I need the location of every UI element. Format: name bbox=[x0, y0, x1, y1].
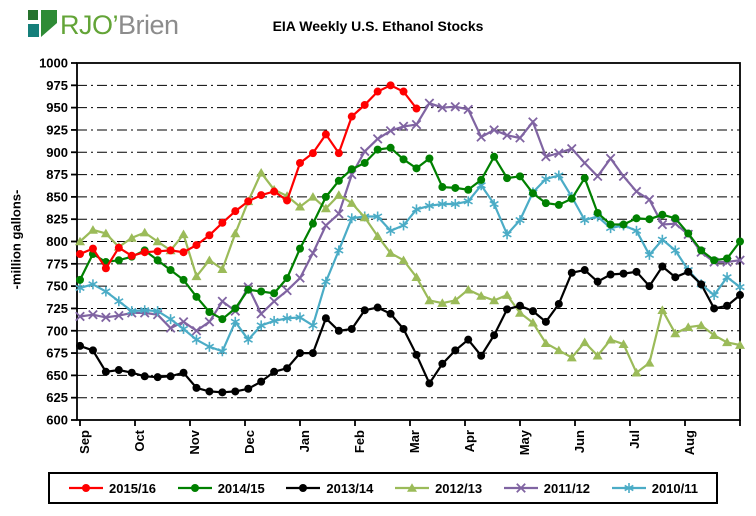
legend-marker-2015-16 bbox=[69, 484, 103, 492]
logo-text-secondary: Brien bbox=[118, 10, 179, 40]
svg-text:Feb: Feb bbox=[352, 430, 367, 453]
legend-item-2012-13: 2012/13 bbox=[394, 481, 482, 496]
svg-text:900: 900 bbox=[46, 145, 68, 160]
svg-text:Sep: Sep bbox=[77, 430, 92, 454]
legend-label: 2011/12 bbox=[543, 480, 591, 496]
series-2015/16 bbox=[76, 81, 421, 273]
legend-marker-2010-11 bbox=[611, 483, 646, 493]
svg-text:625: 625 bbox=[46, 390, 68, 405]
svg-text:875: 875 bbox=[46, 167, 68, 182]
legend-marker-2012-13 bbox=[395, 483, 430, 492]
legend-item-2010-11: 2010/11 bbox=[611, 481, 698, 496]
series-2013/14 bbox=[76, 262, 744, 397]
svg-text:May: May bbox=[517, 429, 532, 455]
legend-marker-2014-15 bbox=[177, 484, 212, 492]
svg-text:750: 750 bbox=[46, 279, 68, 294]
legend-label: 2010/11 bbox=[651, 480, 698, 496]
chart-title: EIA Weekly U.S. Ethanol Stocks bbox=[272, 18, 484, 34]
chart-plot-area: 600 625 650 675 700 725 750 775 800 825 850 875 900 9… bbox=[39, 56, 745, 455]
svg-text:775: 775 bbox=[46, 256, 68, 271]
chart-legend: 2015/16 2014/15 2013/14 2012/13 2011/12 … bbox=[48, 472, 718, 504]
legend-item-2011-12: 2011/12 bbox=[503, 481, 590, 496]
svg-text:650: 650 bbox=[46, 368, 68, 383]
legend-label: 2013/14 bbox=[326, 480, 374, 496]
svg-text:925: 925 bbox=[46, 122, 68, 137]
legend-label: 2014/15 bbox=[217, 480, 265, 496]
svg-text:Oct: Oct bbox=[132, 429, 147, 451]
svg-text:950: 950 bbox=[46, 100, 68, 115]
svg-text:Dec: Dec bbox=[242, 430, 257, 454]
legend-label: 2015/16 bbox=[109, 480, 156, 496]
svg-text:725: 725 bbox=[46, 301, 68, 316]
svg-text:800: 800 bbox=[46, 234, 68, 249]
svg-text:675: 675 bbox=[46, 346, 68, 361]
svg-text:1000: 1000 bbox=[39, 56, 68, 71]
svg-text:Jan: Jan bbox=[297, 430, 312, 452]
legend-label: 2012/13 bbox=[435, 480, 483, 496]
svg-text:700: 700 bbox=[46, 323, 68, 338]
svg-text:975: 975 bbox=[46, 78, 68, 93]
series-2014/15 bbox=[76, 143, 744, 324]
legend-marker-2011-12 bbox=[503, 483, 538, 493]
svg-text:Jun: Jun bbox=[572, 430, 587, 453]
legend-item-2013-14: 2013/14 bbox=[285, 481, 373, 496]
svg-text:600: 600 bbox=[46, 413, 68, 428]
legend-item-2015-16: 2015/16 bbox=[68, 481, 156, 496]
svg-text:Nov: Nov bbox=[187, 429, 202, 454]
logo-text-primary: RJO’ bbox=[60, 10, 119, 40]
series-2012/13 bbox=[75, 167, 745, 377]
rjobrien-logo-icon bbox=[28, 10, 57, 37]
rjobrien-logo: RJO’Brien bbox=[28, 10, 179, 41]
svg-text:Apr: Apr bbox=[462, 430, 477, 452]
svg-text:Mar: Mar bbox=[407, 430, 422, 453]
svg-text:Aug: Aug bbox=[682, 430, 697, 455]
svg-text:825: 825 bbox=[46, 212, 68, 227]
legend-item-2014-15: 2014/15 bbox=[177, 481, 265, 496]
legend-marker-2013-14 bbox=[286, 484, 321, 492]
rjobrien-logo-text: RJO’Brien bbox=[60, 10, 179, 41]
svg-text:Jul: Jul bbox=[627, 430, 642, 449]
svg-text:850: 850 bbox=[46, 189, 68, 204]
